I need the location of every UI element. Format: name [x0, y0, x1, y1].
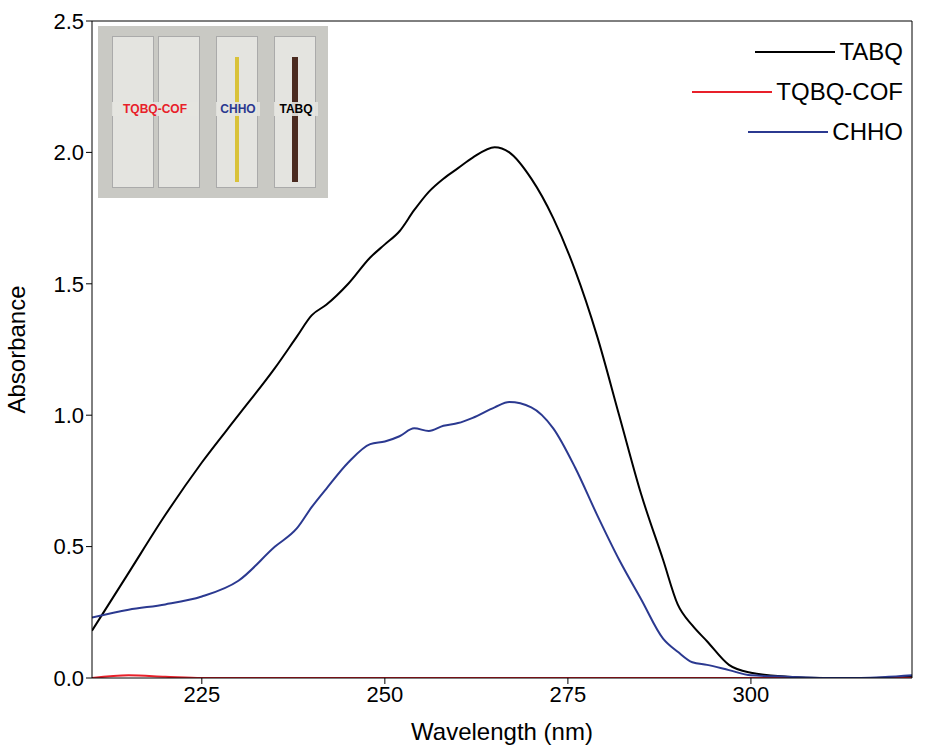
html-text:TABQ: TABQ: [279, 102, 313, 116]
svg-text:2.0: 2.0: [53, 140, 84, 165]
svg-text:1.0: 1.0: [53, 403, 84, 428]
svg-text:0.5: 0.5: [53, 534, 84, 559]
svg-text:1.5: 1.5: [53, 272, 84, 297]
svg-text:300: 300: [733, 682, 770, 707]
svg-text:0.0: 0.0: [53, 666, 84, 691]
svg-text:2.5: 2.5: [53, 9, 84, 34]
html-text:CHHO: CHHO: [832, 118, 903, 145]
html-text:TQBQ-COF: TQBQ-COF: [123, 102, 187, 116]
svg-text:250: 250: [366, 682, 403, 707]
html-text:TQBQ-COF: TQBQ-COF: [776, 78, 903, 105]
html-text:CHHO: CHHO: [220, 102, 256, 116]
html-text:TABQ: TABQ: [839, 38, 903, 65]
svg-text:225: 225: [183, 682, 220, 707]
svg-text:Wavelength (nm): Wavelength (nm): [411, 718, 593, 745]
svg-text:275: 275: [550, 682, 587, 707]
svg-text:Absorbance: Absorbance: [3, 285, 30, 413]
